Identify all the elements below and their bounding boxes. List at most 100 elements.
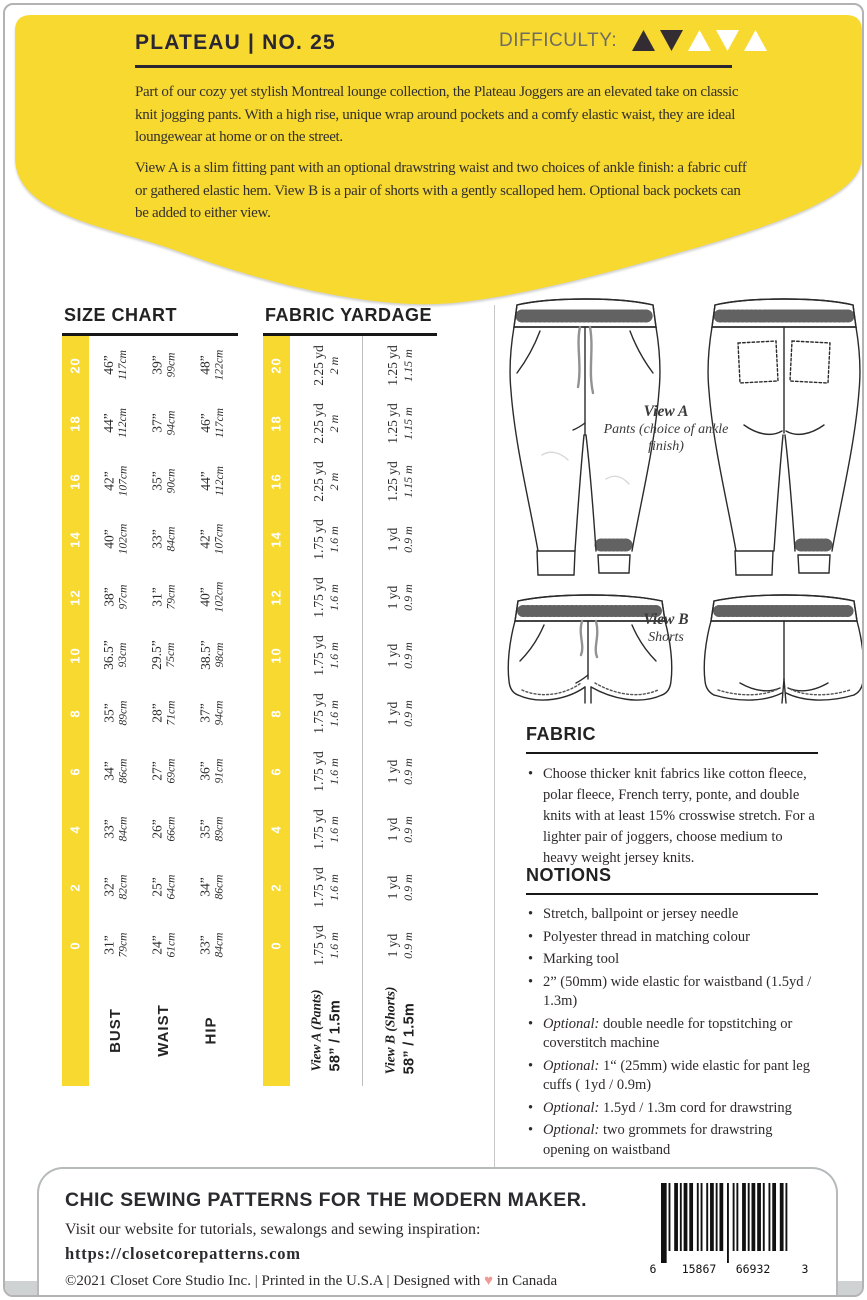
- difficulty-triangle-icon: [688, 30, 712, 51]
- notions-item: Optional: double needle for topstitching…: [526, 1015, 818, 1054]
- difficulty-triangle-icon: [632, 30, 656, 51]
- size-strip-end: [263, 974, 290, 1086]
- difficulty-rating: DIFFICULTY:: [499, 29, 768, 52]
- view-b-yardage-cell: 1 yd 0.9 m: [362, 568, 437, 626]
- size-cell: 4: [62, 800, 89, 858]
- size-cell: 20: [62, 336, 89, 394]
- shorts-front-drawing: [507, 594, 673, 704]
- view-a-yardage-cell: 2.25 yd 2 m: [310, 460, 341, 502]
- view-a-yardage-cell: 1.75 yd 1.6 m: [310, 518, 341, 560]
- waist-cell: 27” 69cm: [148, 758, 177, 784]
- bust-cell: 35” 89cm: [100, 700, 129, 726]
- view-b-yardage-cell: 1.25 yd 1.15 m: [362, 452, 437, 510]
- notions-item: Stretch, ballpoint or jersey needle: [526, 905, 818, 925]
- view-a-yardage-cell: 2.25 yd 2 m: [310, 402, 341, 444]
- view-a-yardage-cell: 1.75 yd 1.6 m: [310, 924, 341, 966]
- size-cell: 16: [62, 452, 89, 510]
- measure-label: HIP: [202, 1015, 220, 1045]
- size-cell: 2: [62, 858, 89, 916]
- view-a-desc: Pants (choice of ankle finish): [603, 422, 729, 454]
- view-b-yardage-cell: 1 yd 0.9 m: [362, 626, 437, 684]
- measure-label: WAIST: [154, 1003, 172, 1057]
- hip-cell: 34” 86cm: [197, 874, 226, 900]
- size-cell: 12: [263, 568, 290, 626]
- measure-label: BUST: [106, 1007, 124, 1053]
- size-cell: 8: [62, 684, 89, 742]
- size-cell: 14: [263, 510, 290, 568]
- hip-cell: 40” 102cm: [197, 581, 226, 613]
- notions-item: Optional: 1.5yd / 1.3m cord for drawstri…: [526, 1099, 818, 1119]
- barcode-digits: 15867: [682, 1262, 717, 1276]
- fabric-section-title: FABRIC: [526, 724, 818, 754]
- size-cell: 10: [62, 626, 89, 684]
- view-b-yardage-cell: 1 yd 0.9 m: [362, 916, 437, 974]
- size-cell: 4: [263, 800, 290, 858]
- difficulty-label: DIFFICULTY:: [499, 29, 618, 51]
- view-a-column-label: View A (Pants) 58” / 1.5m: [308, 988, 344, 1072]
- envelope: PLATEAU | NO. 25 DIFFICULTY: Part of our…: [3, 3, 864, 1297]
- footer-tagline: CHIC SEWING PATTERNS FOR THE MODERN MAKE…: [65, 1189, 587, 1211]
- size-cell: 10: [263, 626, 290, 684]
- bust-cell: 38” 97cm: [100, 584, 129, 610]
- hip-cell: 38.5” 98cm: [197, 640, 226, 670]
- size-chart-title: SIZE CHART: [62, 305, 238, 336]
- pattern-title: PLATEAU | NO. 25: [135, 31, 336, 54]
- envelope-flap: [15, 15, 862, 305]
- hip-cell: 48” 122cm: [197, 349, 226, 381]
- waist-cell: 29.5” 75cm: [149, 640, 177, 670]
- description-paragraph-2: View A is a slim fitting pant with an op…: [135, 160, 747, 221]
- view-a-yardage-cell: 1.75 yd 1.6 m: [310, 808, 341, 850]
- copyright-text: ©2021 Closet Core Studio Inc. | Printed …: [65, 1273, 481, 1289]
- waist-cell: 26” 66cm: [148, 816, 177, 842]
- hip-cell: 33” 84cm: [197, 932, 226, 958]
- size-cell: 2: [263, 858, 290, 916]
- waist-cell: 25” 64cm: [148, 874, 177, 900]
- size-cell: 0: [263, 916, 290, 974]
- size-chart-table: 20 46” 117cm 39” 99cm 48” 122cm 18 44” 112cm 37” 94…: [62, 336, 238, 1086]
- waist-cell: 37” 94cm: [148, 410, 177, 436]
- bust-cell: 46” 117cm: [101, 350, 129, 380]
- size-cell: 14: [62, 510, 89, 568]
- hip-cell: 44” 112cm: [197, 466, 226, 496]
- hip-cell: 36” 91cm: [197, 758, 226, 784]
- pants-technical-drawing: [509, 298, 861, 576]
- pants-back-drawing: [707, 298, 861, 576]
- hip-cell: 37” 94cm: [197, 700, 226, 726]
- footer-url: https://closetcorepatterns.com: [65, 1244, 301, 1263]
- notions-section-title: NOTIONS: [526, 865, 818, 895]
- shorts-technical-drawing: [507, 594, 862, 704]
- footer-copyright: ©2021 Closet Core Studio Inc. | Printed …: [65, 1273, 557, 1290]
- view-b-yardage-cell: 1 yd 0.9 m: [362, 858, 437, 916]
- waist-cell: 33” 84cm: [148, 526, 177, 552]
- difficulty-triangle-icon: [716, 30, 740, 51]
- fabric-yardage-title: FABRIC YARDAGE: [263, 305, 437, 336]
- hip-cell: 42” 107cm: [197, 523, 226, 555]
- fabric-yardage: FABRIC YARDAGE 20 2.25 yd 2 m 1.25 yd 1.15 m…: [263, 305, 437, 1086]
- view-b-name: View B: [643, 611, 689, 628]
- bust-cell: 44” 112cm: [101, 408, 129, 438]
- notions-section: NOTIONS Stretch, ballpoint or jersey nee…: [526, 865, 818, 1163]
- notions-item: Polyester thread in matching colour: [526, 928, 818, 948]
- difficulty-triangle-icon: [660, 30, 684, 51]
- waist-cell: 39” 99cm: [148, 352, 177, 378]
- view-a-name: View A: [643, 403, 689, 420]
- column-divider: [494, 305, 495, 1167]
- view-a-label: View A Pants (choice of ankle finish): [603, 403, 729, 455]
- copyright-text-after: in Canada: [496, 1273, 558, 1289]
- difficulty-triangles: [631, 29, 768, 52]
- view-b-yardage-cell: 1 yd 0.9 m: [362, 684, 437, 742]
- view-b-yardage-cell: 1 yd 0.9 m: [362, 742, 437, 800]
- size-cell: 18: [263, 394, 290, 452]
- fabric-yardage-table: 20 2.25 yd 2 m 1.25 yd 1.15 m 18 2.25 yd 2 m 1.2…: [263, 336, 437, 1086]
- view-a-yardage-cell: 1.75 yd 1.6 m: [310, 866, 341, 908]
- bust-cell: 32” 82cm: [100, 874, 129, 900]
- size-cell: 0: [62, 916, 89, 974]
- heart-icon: ♥: [484, 1273, 493, 1289]
- size-cell: 12: [62, 568, 89, 626]
- bust-cell: 36.5” 93cm: [101, 640, 129, 670]
- waist-cell: 35” 90cm: [148, 468, 177, 494]
- bust-cell: 31” 79cm: [100, 932, 129, 958]
- size-cell: 18: [62, 394, 89, 452]
- fabric-section: FABRIC Choose thicker knit fabrics like …: [526, 724, 818, 872]
- view-a-yardage-cell: 2.25 yd 2 m: [310, 344, 341, 386]
